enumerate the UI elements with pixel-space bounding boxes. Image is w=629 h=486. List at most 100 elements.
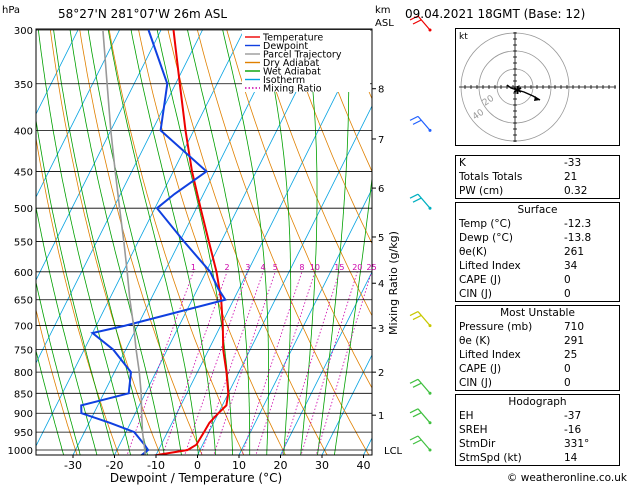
wet-adiabat-line — [36, 205, 98, 455]
isotherm-line — [114, 29, 328, 455]
legend-label: Temperature — [262, 33, 323, 44]
x-tick-label: -20 — [106, 459, 124, 472]
wind-barb — [409, 15, 432, 32]
x-tick-label: 10 — [232, 459, 246, 472]
profiles — [80, 29, 230, 455]
legend-label: Parcel Trajectory — [263, 50, 342, 61]
x-tick-label: -30 — [64, 459, 82, 472]
mu-row: CIN (J) 0 — [459, 377, 571, 389]
isotherm-line — [321, 354, 372, 455]
location-title: 58°27'N 281°07'W 26m ASL — [58, 7, 227, 21]
km-tick-label: 3 — [378, 324, 384, 335]
mixing-ratio-label: 3 — [245, 263, 250, 272]
mixing-ratio-label: 8 — [299, 263, 304, 272]
pressure-tick-label: 850 — [14, 389, 33, 400]
pressure-tick-label: 450 — [14, 167, 33, 178]
wet-adiabat-line — [36, 348, 65, 455]
dry-adiabat-line — [79, 29, 203, 455]
surface-row: θe(K) 261 — [459, 246, 585, 258]
pressure-tick-label: 550 — [14, 237, 33, 248]
mixing-ratio-label: 5 — [273, 263, 278, 272]
wet-adiabat-line — [317, 29, 350, 455]
hodograph-arrow — [534, 96, 540, 101]
x-tick-label: 0 — [194, 459, 201, 472]
index-row-pw: PW (cm) 0.32 — [459, 185, 588, 197]
mixing-ratio-label: 1 — [191, 263, 196, 272]
mixing-ratio-line — [126, 271, 194, 455]
storm-motion-marker: ✱ — [513, 84, 522, 97]
mu-row: θe (K) 291 — [459, 335, 585, 347]
index-row-totals: Totals Totals 21 — [459, 171, 578, 183]
datetime-title: 09.04.2021 18GMT (Base: 12) — [405, 7, 585, 21]
hodo-row: StmDir 331° — [459, 438, 590, 450]
x-tick-label: 40 — [357, 459, 371, 472]
surface-row: CIN (J) 0 — [459, 288, 571, 300]
mixing-ratio-line — [281, 271, 340, 455]
dry-adiabat-line — [50, 29, 161, 455]
lcl-label: LCL — [384, 446, 403, 457]
index-row-k: K -33 — [459, 157, 582, 169]
km-tick-label: 1 — [378, 411, 384, 422]
mixing-ratio-label: 20 — [352, 263, 362, 272]
surface-row: Lifted Index 34 — [459, 260, 578, 272]
mixing-ratio-label: 25 — [367, 263, 377, 272]
surface-row: Dewp (°C) -13.8 — [459, 232, 592, 244]
isotherm-line — [36, 29, 120, 198]
x-tick-label: 20 — [274, 459, 288, 472]
isotherm-line — [36, 29, 37, 32]
pressure-tick-label: 750 — [14, 346, 33, 357]
pressure-tick-label: 400 — [14, 126, 33, 137]
km-tick-label: 5 — [378, 233, 384, 244]
indices-panel: K -33 Totals Totals 21 PW (cm) 0.32 Surface… — [455, 155, 620, 466]
pressure-tick-label: 900 — [14, 409, 33, 420]
hodo-row: SREH -16 — [459, 424, 582, 436]
wind-barb — [409, 311, 432, 328]
dry-adiabat-line — [255, 29, 372, 317]
dry-adiabat-line — [314, 29, 372, 173]
wet-adiabat-line — [36, 280, 81, 455]
dry-adiabat-line — [36, 308, 78, 455]
hodograph-unit: kt — [459, 32, 468, 42]
surface-row: Temp (°C) -12.3 — [459, 218, 592, 230]
wet-adiabat-line — [333, 174, 372, 455]
most-unstable-title: Most Unstable — [500, 307, 575, 319]
hodograph: kt 20 40 ✱ — [455, 28, 620, 150]
km-tick-label: 4 — [378, 279, 384, 290]
pressure-unit-label: hPa — [2, 5, 20, 16]
wet-adiabat-line — [36, 117, 115, 455]
mu-row: Lifted Index 25 — [459, 349, 578, 361]
wind-barb — [409, 435, 432, 452]
legend-label: Dry Adiabat — [263, 58, 320, 69]
mixing-ratio-line — [184, 271, 249, 455]
wet-adiabat-line — [69, 29, 165, 455]
isobars — [36, 29, 372, 451]
mixing-ratio-label: 4 — [261, 263, 266, 272]
km-tick-label: 2 — [378, 368, 384, 379]
pressure-tick-label: 600 — [14, 268, 33, 279]
wet-adiabat-line — [300, 29, 318, 455]
mixing-ratio-label: 10 — [310, 263, 320, 272]
mixing-ratio-line — [200, 271, 264, 455]
x-axis-label: Dewpoint / Temperature (°C) — [110, 471, 282, 485]
km-axis: 1 2 3 4 5 6 7 8 LCL — [372, 85, 403, 457]
km-tick-label: 6 — [378, 184, 384, 195]
axis-labels: 3003504004505005506006507007508008509009… — [8, 26, 371, 472]
dry-adiabat-line — [108, 29, 245, 455]
mixing-ratio-line — [315, 271, 372, 455]
copyright-footer: © weatheronline.co.uk — [506, 472, 627, 484]
wet-adiabat-line — [87, 29, 182, 455]
wind-barbs — [409, 15, 432, 452]
mixing-ratio-label: 2 — [224, 263, 229, 272]
isotherm-line — [36, 29, 79, 115]
km-tick-label: 8 — [378, 85, 384, 96]
mu-row: CAPE (J) 0 — [459, 363, 571, 375]
mixing-ratio-axis-label: Mixing Ratio (g/kg) — [387, 231, 400, 335]
dry-adiabat-line — [285, 29, 372, 245]
isotherm-line — [280, 271, 372, 455]
wind-barb — [409, 408, 432, 425]
dry-adiabat-line — [197, 29, 370, 455]
wind-barb — [409, 193, 432, 210]
dry-adiabat-line — [226, 29, 372, 389]
